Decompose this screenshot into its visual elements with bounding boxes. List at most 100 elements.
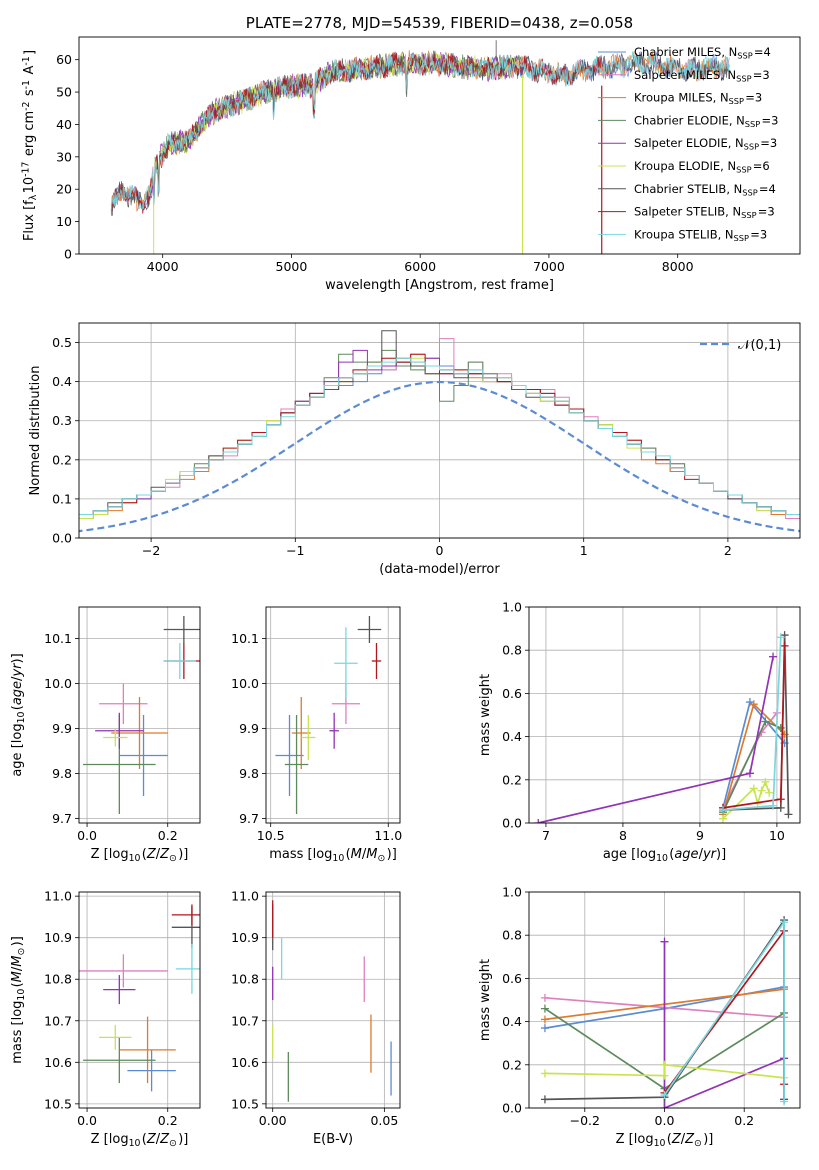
x-tick-label: 0.0: [655, 1113, 675, 1128]
x-tick-label: 9: [696, 828, 704, 843]
y-tick-label: 9.8: [239, 766, 259, 781]
axes-frame: [528, 891, 801, 1109]
weight-line: [722, 779, 771, 820]
weight-marker: [761, 717, 770, 726]
y-tick-label: 0.0: [502, 1101, 522, 1116]
axes-frame: [265, 606, 401, 824]
y-tick-label: 0.2: [52, 452, 72, 467]
y-tick-label: 30: [56, 149, 72, 164]
y-tick-label: 10.9: [231, 930, 259, 945]
histogram-step: [79, 357, 800, 523]
weight-marker: [780, 918, 789, 927]
plot-area: [83, 616, 200, 814]
weight-marker: [784, 810, 793, 819]
y-tick-label: 50: [56, 85, 72, 100]
x-tick-label: 0: [436, 543, 444, 558]
legend-label: Kroupa STELIB, NSSP =3: [634, 227, 767, 243]
legend-label: Chabrier STELIB, NSSP =4: [634, 182, 776, 198]
y-tick-label: 10.6: [44, 1055, 72, 1070]
y-tick-label: 0.2: [502, 1057, 522, 1072]
weight-marker: [540, 1069, 549, 1078]
y-tick-label: 60: [56, 52, 72, 67]
panel-age_vs_Z: 0.0 0.2 9.7 9.8 9.9 10.0 10.1 Z [log10 (Z/Z⊙ )]…: [10, 606, 201, 864]
histogram-step: [79, 357, 800, 519]
y-tick-label: 10.1: [231, 631, 259, 646]
weight-marker: [719, 806, 728, 815]
weight-marker: [776, 795, 785, 804]
legend-label: 𝒩(0,1): [738, 338, 781, 353]
y-tick-label: 10.7: [44, 1013, 72, 1028]
weight-marker: [780, 1097, 789, 1106]
weight-marker: [769, 652, 778, 661]
y-tick-label: 10.8: [44, 972, 72, 987]
y-tick-label: 1.0: [502, 885, 522, 900]
x-axis-label: Z [log10 (Z/Z⊙ )]: [616, 1132, 714, 1149]
panel-mass_vs_Z: 0.0 0.2 10.5 10.6 10.7 10.8 10.9 11.0 Z [log10 (…: [10, 889, 201, 1149]
plot-area: [275, 616, 382, 814]
panel-age_vs_mass: 10.5 11.0 9.7 9.8 9.9 10.0 10.1 mass [log10 (M/…: [231, 606, 402, 864]
weight-marker: [745, 769, 754, 778]
x-tick-label: 6000: [404, 259, 436, 274]
y-axis-label: mass [log10 (M/M⊙ )]: [10, 936, 27, 1064]
y-tick-label: 10.6: [231, 1055, 259, 1070]
weight-marker: [540, 1095, 549, 1104]
axes-frame: [78, 606, 201, 824]
weight-marker: [534, 819, 543, 823]
x-tick-label: 7: [542, 828, 550, 843]
y-tick-label: 9.8: [52, 766, 72, 781]
x-tick-label: 10.5: [257, 828, 285, 843]
y-tick-label: 0.2: [502, 772, 522, 787]
y-tick-label: 0.0: [502, 816, 522, 831]
panel-mass_vs_ebv: 0.00 0.05 10.5 10.6 10.7 10.8 10.9 11.0 E(B-V): [231, 889, 401, 1147]
panel-spectrum: 4000 5000 6000 7000 8000 0 10 20 30 40 50 60 wavelen…: [21, 14, 801, 293]
x-tick-label: 11.0: [374, 828, 402, 843]
y-tick-label: 10.5: [44, 1096, 72, 1111]
x-tick-label: 0.2: [158, 828, 178, 843]
plot-area: [534, 631, 793, 823]
y-tick-label: 0.4: [502, 729, 522, 744]
panel-residuals: −2 −1 0 1 2 0.0 0.1 0.2 0.3 0.4 0.5 (data-model)/er…: [28, 322, 801, 577]
plot-area: [79, 330, 800, 533]
weight-line: [538, 656, 774, 823]
x-tick-label: 0.0: [77, 1113, 97, 1128]
x-tick-label: −0.2: [570, 1113, 600, 1128]
axes-frame: [78, 891, 201, 1109]
y-axis-label: mass weight: [478, 959, 493, 1041]
y-tick-label: 10.5: [231, 1096, 259, 1111]
x-tick-label: −2: [142, 543, 160, 558]
legend-label: Kroupa ELODIE, NSSP =6: [634, 159, 770, 175]
histogram-step: [79, 338, 800, 519]
weight-marker: [540, 993, 549, 1002]
weight-marker: [776, 803, 785, 812]
weight-marker: [540, 1015, 549, 1024]
y-tick-label: 10.0: [44, 676, 72, 691]
y-tick-label: 0.1: [52, 491, 72, 506]
weight-marker: [540, 1004, 549, 1013]
y-tick-label: 0.4: [502, 1014, 522, 1029]
x-tick-label: 4000: [147, 259, 179, 274]
x-tick-label: 0.0: [77, 828, 97, 843]
weight-marker: [660, 1091, 669, 1100]
x-tick-label: 0.2: [158, 1113, 178, 1128]
histogram-step: [79, 361, 800, 519]
y-tick-label: 10: [56, 214, 72, 229]
x-tick-label: 5000: [276, 259, 308, 274]
y-tick-label: 0.6: [502, 971, 522, 986]
normal-curve: [79, 380, 800, 533]
chart-title: PLATE=2778, MJD=54539, FIBERID=0438, z=0…: [246, 14, 633, 32]
weight-marker: [749, 700, 758, 709]
weight-marker: [660, 1104, 669, 1108]
weight-marker: [769, 801, 778, 810]
weight-marker: [776, 723, 785, 732]
x-tick-label: 10: [769, 828, 785, 843]
legend-label: Chabrier MILES, NSSP =4: [634, 45, 771, 61]
x-tick-label: 0.00: [259, 1113, 287, 1128]
x-axis-label: mass [log10 (M/M⊙ )]: [269, 847, 397, 864]
legend-label: Salpeter STELIB, NSSP =3: [634, 205, 775, 221]
plot-area: [110, 40, 730, 254]
y-tick-label: 0.4: [52, 374, 72, 389]
histogram-step: [79, 349, 800, 519]
y-tick-label: 9.9: [52, 721, 72, 736]
y-axis-label: Normed distribution: [28, 366, 43, 496]
